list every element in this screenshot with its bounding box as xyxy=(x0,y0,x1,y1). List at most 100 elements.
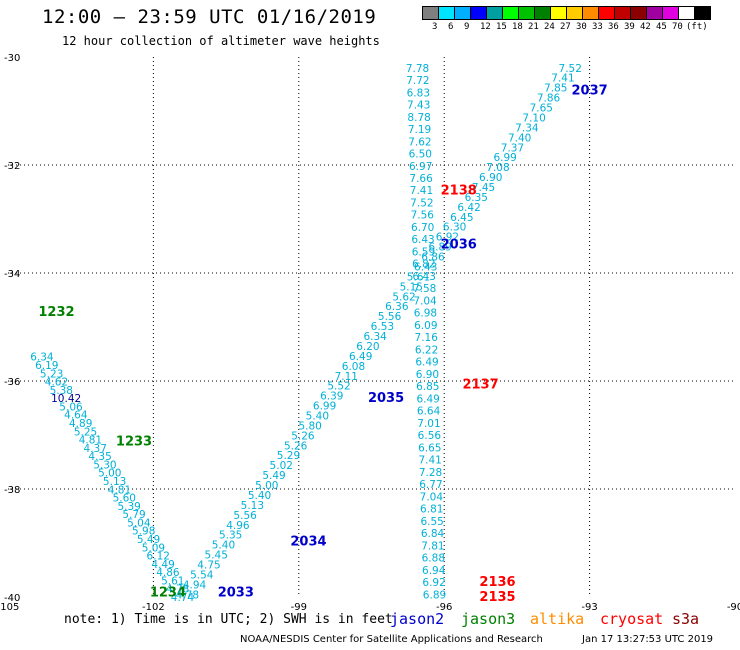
colorbar-label: 24 xyxy=(544,22,555,32)
colorbar-label: 45 xyxy=(656,22,667,32)
legend-s3a: s3a xyxy=(672,610,700,628)
wave-height-value: 6.85 xyxy=(416,381,439,393)
colorbar-label: 36 xyxy=(608,22,619,32)
colorbar-label: 12 xyxy=(480,22,491,32)
wave-height-value: 6.50 xyxy=(409,149,432,161)
wave-height-value: 5.23 xyxy=(40,368,63,380)
units-note: note: 1) Time is in UTC; 2) SWH is in fe… xyxy=(64,612,393,627)
wave-height-value: 6.35 xyxy=(465,192,488,204)
wave-height-value: 5.40 xyxy=(248,490,271,502)
wave-height-value: 4.62 xyxy=(45,377,68,389)
wave-height-value: 8.78 xyxy=(407,112,430,124)
wave-height-value: 7.62 xyxy=(408,136,431,148)
credit-text: NOAA/NESDIS Center for Satellite Applica… xyxy=(240,634,543,645)
wave-height-value: 6.82 xyxy=(412,259,435,271)
wave-height-value: 6.53 xyxy=(371,321,394,333)
wave-height-value: 7.41 xyxy=(551,73,574,85)
wave-height-value: 7.08 xyxy=(486,162,509,174)
pass-time-label: 1234 xyxy=(150,586,186,601)
colorbar-swatch xyxy=(438,6,455,20)
wave-height-value: 5.49 xyxy=(262,470,285,482)
wave-height-value: 6.36 xyxy=(385,301,409,313)
wave-height-value: 6.20 xyxy=(356,341,379,353)
wave-height-value: 6.97 xyxy=(409,161,432,173)
colorbar-label: 27 xyxy=(560,22,571,32)
wave-height-value: 6.92 xyxy=(422,577,445,589)
wave-height-value: 6.89 xyxy=(423,589,446,601)
wave-height-value: 6.30 xyxy=(443,222,466,234)
colorbar-swatch xyxy=(486,6,503,20)
wave-height-value: 5.80 xyxy=(298,420,321,432)
wave-height-value: 5.30 xyxy=(93,459,116,471)
wave-height-value: 6.83 xyxy=(407,87,430,99)
wave-height-value: 6.59 xyxy=(412,246,435,258)
wave-height-value: 6.81 xyxy=(420,504,443,516)
wave-height-value: 6.22 xyxy=(415,344,438,356)
wave-height-value: 4.96 xyxy=(226,520,250,532)
wave-height-value: 6.42 xyxy=(457,202,480,214)
colorbar-swatch xyxy=(566,6,583,20)
pass-time-label: 2034 xyxy=(290,534,326,549)
wave-height-value: 7.04 xyxy=(413,295,437,307)
wave-height-value: 5.04 xyxy=(127,517,151,529)
colorbar-label: 33 xyxy=(592,22,603,32)
wave-height-value: 5.00 xyxy=(98,468,121,480)
colorbar-label: (ft) xyxy=(686,22,708,32)
wave-height-value: 7.37 xyxy=(501,142,524,154)
wave-height-value: 5.35 xyxy=(219,530,242,542)
wave-height-value: 6.49 xyxy=(349,351,372,363)
wave-height-value: 6.86 xyxy=(421,252,445,264)
wave-height-value: 7.40 xyxy=(508,132,531,144)
wave-height-value: 7.58 xyxy=(413,283,436,295)
pass-time-label: 1233 xyxy=(116,434,152,449)
wave-height-value: 5.38 xyxy=(50,385,73,397)
pass-time-label: 2137 xyxy=(462,378,498,393)
wave-height-value: 5.98 xyxy=(132,526,155,538)
wave-height-value: 6.89 xyxy=(428,242,451,254)
wave-height-value: 5.15 xyxy=(400,281,423,293)
wave-height-value: 4.49 xyxy=(151,559,174,571)
colorbar-swatch xyxy=(694,6,711,20)
colorbar-label: 39 xyxy=(624,22,635,32)
colorbar-swatch xyxy=(502,6,519,20)
wave-height-value: 6.90 xyxy=(479,172,502,184)
y-tick-label: -38 xyxy=(4,485,20,496)
wave-height-value: 7.66 xyxy=(409,173,433,185)
x-tick-label: -96 xyxy=(436,602,452,613)
colorbar-label: 30 xyxy=(576,22,587,32)
colorbar-swatch xyxy=(534,6,551,20)
wave-height-value: 7.04 xyxy=(420,491,444,503)
colorbar-labels: 3 6 9 12 15 18 21 24 27 30 33 36 39 42 45 70 (ft) xyxy=(422,22,740,36)
wave-height-value: 7.19 xyxy=(408,124,431,136)
y-tick-label: -32 xyxy=(4,161,20,172)
legend-cryosat: cryosat xyxy=(600,610,664,628)
wave-height-value: 6.34 xyxy=(363,331,387,343)
chart-subtitle: 12 hour collection of altimeter wave hei… xyxy=(62,34,380,48)
x-tick-label: -105 xyxy=(0,602,19,613)
wave-height-value: 5.79 xyxy=(122,509,145,521)
wave-height-value: 4.94 xyxy=(183,579,207,591)
y-tick-label: -34 xyxy=(4,269,20,280)
wave-height-value: 6.49 xyxy=(416,393,439,405)
y-tick-label: -40 xyxy=(4,593,20,604)
wave-height-value: 6.84 xyxy=(421,528,445,540)
wave-height-value: 6.49 xyxy=(415,357,438,369)
wave-height-value: 7.41 xyxy=(410,185,433,197)
colorbar-swatch xyxy=(646,6,663,20)
wave-height-value: 5.56 xyxy=(233,510,257,522)
colorbar-label: 3 xyxy=(432,22,438,32)
x-tick-label: -99 xyxy=(291,602,307,613)
wave-height-value: 5.06 xyxy=(59,401,83,413)
wave-height-value: 4.78 xyxy=(166,584,189,596)
chart-title: 12:00 — 23:59 UTC 01/16/2019 xyxy=(42,6,377,28)
pass-time-label: 1232 xyxy=(38,305,74,320)
timestamp-text: Jan 17 13:27:53 UTC 2019 xyxy=(582,634,714,645)
colorbar-swatch xyxy=(470,6,487,20)
wave-height-value: 7.85 xyxy=(544,83,567,95)
wave-height-value: 7.41 xyxy=(418,455,441,467)
wave-height-value: 5.13 xyxy=(103,476,126,488)
wave-height-value: 6.09 xyxy=(414,320,437,332)
colorbar-swatch xyxy=(598,6,615,20)
colorbar-swatch xyxy=(614,6,631,20)
